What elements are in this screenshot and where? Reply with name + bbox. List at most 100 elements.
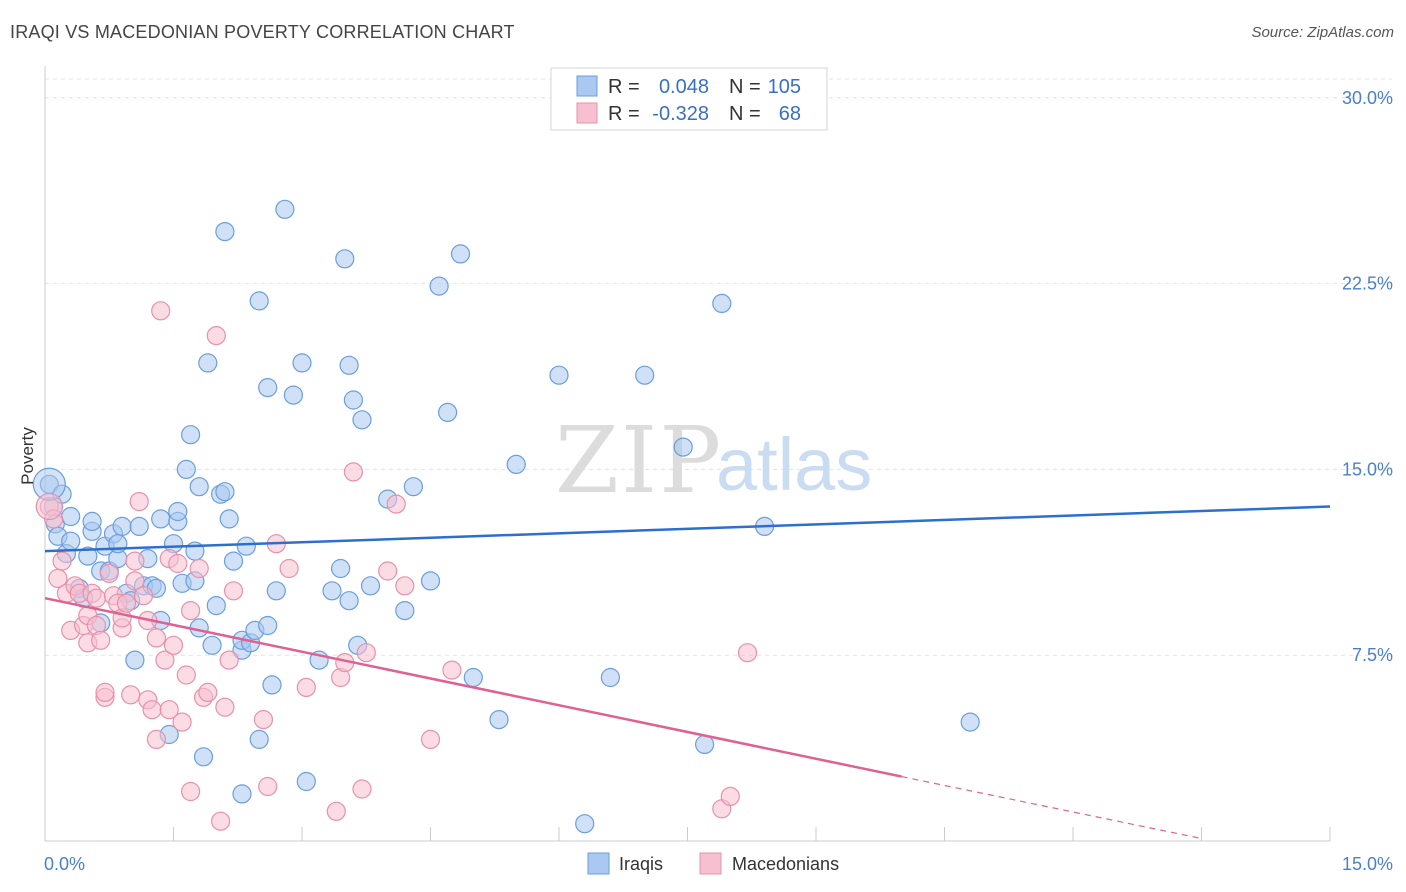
macedonian-point xyxy=(189,558,209,579)
y-tick-label: 15.0% xyxy=(1342,459,1393,479)
legend-n-label-iraqis: N = xyxy=(729,76,761,98)
legend-n-value-macedonians: 68 xyxy=(779,103,801,125)
macedonian-point xyxy=(352,779,372,799)
iraqi-point xyxy=(232,784,252,804)
iraqi-point xyxy=(463,667,483,688)
legend-r-value-macedonians: -0.328 xyxy=(652,103,709,125)
iraqi-point xyxy=(575,814,595,834)
legend-swatch-macedonians xyxy=(576,102,598,124)
macedonian-point xyxy=(223,581,244,601)
macedonian-point xyxy=(151,301,171,321)
macedonian-trend-extension xyxy=(901,775,1202,840)
data-points xyxy=(32,199,980,834)
iraqi-point xyxy=(403,477,423,497)
iraqi-point xyxy=(168,501,188,522)
iraqi-point xyxy=(635,365,655,385)
iraqi-point xyxy=(189,477,209,497)
macedonian-point xyxy=(720,786,740,807)
macedonian-point xyxy=(163,635,184,655)
bottom-legend-swatch-macedonians xyxy=(699,852,722,875)
iraqi-point xyxy=(198,353,218,373)
iraqi-point xyxy=(223,551,244,571)
macedonian-point xyxy=(296,677,316,698)
macedonian-point xyxy=(253,709,273,730)
macedonian-trend-line xyxy=(44,596,902,778)
iraqi-point xyxy=(215,482,235,502)
macedonian-point xyxy=(420,729,441,750)
macedonian-point xyxy=(125,551,145,571)
macedonian-point xyxy=(99,563,119,584)
macedonian-point xyxy=(146,729,166,750)
macedonian-point xyxy=(168,553,188,574)
bottom-legend-label-iraqis: Iraqis xyxy=(619,854,663,874)
iraqi-point xyxy=(960,712,980,732)
iraqi-point xyxy=(395,600,415,621)
bottom-legend-swatch-iraqis xyxy=(587,852,610,875)
iraqi-trend-line xyxy=(44,505,1331,553)
macedonian-point xyxy=(159,700,179,720)
iraqi-point xyxy=(219,509,239,529)
y-tick-label: 7.5% xyxy=(1352,645,1393,665)
y-tick-labels: 7.5% 15.0% 22.5% 30.0% xyxy=(1342,88,1393,665)
macedonian-point xyxy=(198,682,218,703)
y-tick-label: 30.0% xyxy=(1342,88,1393,108)
macedonian-point xyxy=(206,326,226,346)
macedonian-point xyxy=(142,700,162,720)
iraqi-point xyxy=(129,516,149,537)
macedonian-point xyxy=(442,660,462,680)
x-tick-label: 0.0% xyxy=(44,854,85,874)
iraqi-point xyxy=(258,378,278,398)
macedonian-point xyxy=(121,685,141,705)
watermark-zip: ZIP xyxy=(555,407,723,514)
macedonian-point xyxy=(181,781,201,802)
iraqi-point xyxy=(600,667,621,688)
chart-title: IRAQI VS MACEDONIAN POVERTY CORRELATION … xyxy=(10,22,515,42)
macedonian-point xyxy=(125,571,145,591)
iraqi-point xyxy=(151,509,171,529)
macedonian-point xyxy=(279,558,299,579)
iraqi-point xyxy=(262,675,282,695)
iraqi-point xyxy=(61,506,81,527)
iraqi-point xyxy=(506,454,526,474)
top-legend: R = 0.048 N = 105 R = -0.328 N = 68 xyxy=(550,67,828,131)
legend-n-label-macedonians: N = xyxy=(729,103,761,125)
iraqi-point xyxy=(181,425,201,445)
x-tick-label: 15.0% xyxy=(1342,854,1393,874)
iraqi-point xyxy=(352,410,372,430)
macedonian-point xyxy=(86,588,107,608)
macedonian-point xyxy=(356,643,376,663)
iraqi-point xyxy=(360,576,381,596)
iraqi-point xyxy=(292,353,312,373)
macedonian-point xyxy=(133,586,154,606)
iraqi-point xyxy=(258,615,278,636)
iraqi-point xyxy=(249,291,269,311)
macedonian-point xyxy=(215,697,235,717)
iraqi-point xyxy=(450,244,471,264)
iraqi-point xyxy=(429,276,449,296)
macedonian-point xyxy=(176,665,196,685)
grid-lines xyxy=(45,78,1392,656)
iraqi-point xyxy=(673,437,693,457)
macedonian-point xyxy=(146,628,166,648)
macedonian-point xyxy=(395,576,415,596)
macedonian-point xyxy=(52,551,72,571)
iraqi-point xyxy=(206,595,226,616)
iraqi-point xyxy=(322,581,342,601)
bottom-legend-label-macedonians: Macedonians xyxy=(732,854,839,874)
iraqi-point xyxy=(339,591,359,611)
iraqi-point xyxy=(176,459,196,479)
legend-r-label-iraqis: R = xyxy=(608,76,640,98)
legend-n-value-iraqis: 105 xyxy=(768,76,801,98)
iraqi-point xyxy=(712,293,732,313)
trend-lines xyxy=(44,505,1331,840)
macedonian-point xyxy=(35,492,63,521)
macedonian-point xyxy=(737,643,758,663)
iraqi-point xyxy=(125,650,145,670)
iraqi-point xyxy=(61,531,81,551)
x-tick-labels: 0.0% 15.0% xyxy=(44,854,1393,874)
macedonian-point xyxy=(326,801,346,821)
iraqi-point xyxy=(438,402,458,422)
legend-swatch-iraqis xyxy=(576,75,598,97)
macedonian-point xyxy=(95,682,115,703)
